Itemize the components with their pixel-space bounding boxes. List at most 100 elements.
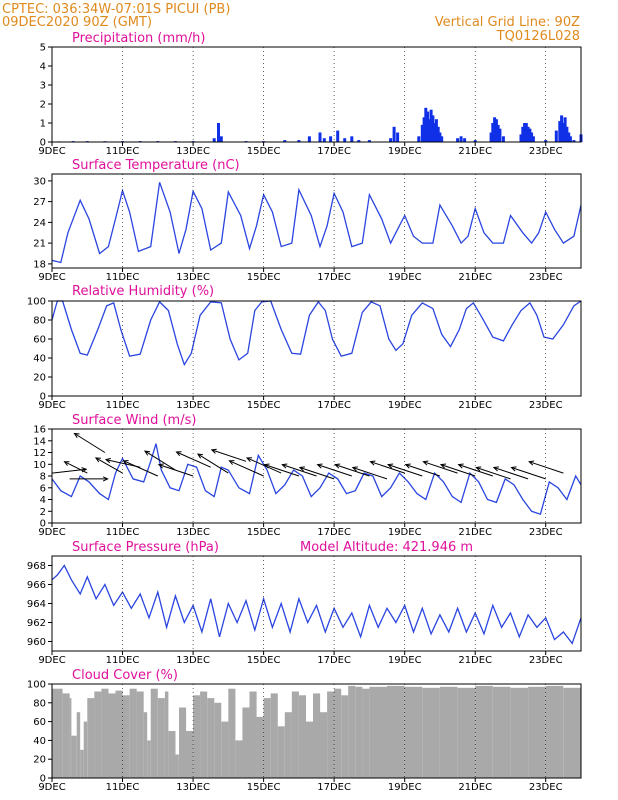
precipitation-title: Precipitation (mm/h) bbox=[72, 31, 205, 46]
wind-vector-head bbox=[510, 466, 517, 472]
cloud-cover-bar bbox=[168, 731, 176, 778]
precip-bar bbox=[318, 132, 322, 142]
cloud-cover-bar bbox=[457, 687, 476, 778]
x-tick-label: 11DEC bbox=[106, 400, 140, 411]
precip-bar bbox=[501, 136, 505, 142]
wind-vector bbox=[158, 464, 194, 477]
y-tick-label: 2 bbox=[40, 507, 46, 518]
x-tick-label: 15DEC bbox=[247, 146, 281, 157]
cloud-cover-bar bbox=[492, 686, 511, 778]
pressure-panel: Surface Pressure (hPa) Model Altitude: 4… bbox=[27, 540, 582, 666]
x-tick-label: 21DEC bbox=[458, 527, 492, 538]
cloud-cover-bar bbox=[83, 721, 88, 778]
humidity-panel: Relative Humidity (%) 0 20 40 60 80 100 9DEC 11… bbox=[27, 284, 582, 411]
cloud-cover-bar bbox=[327, 691, 335, 778]
wind-line bbox=[51, 443, 582, 516]
cloud-cover-bar bbox=[270, 693, 278, 778]
x-tick-label: 21DEC bbox=[458, 400, 492, 411]
x-tick-label: 17DEC bbox=[317, 782, 351, 793]
x-tick-label: 9DEC bbox=[38, 400, 65, 411]
y-tick-label: 20 bbox=[33, 755, 46, 766]
wind-vector-head bbox=[157, 463, 164, 469]
y-tick-label: 16 bbox=[33, 425, 46, 436]
cloud-cover-bar bbox=[348, 685, 356, 778]
y-tick-label: 6 bbox=[40, 483, 46, 494]
y-tick-label: 0 bbox=[40, 138, 46, 149]
rh-line bbox=[51, 300, 582, 367]
cloud-cover-bar bbox=[71, 735, 77, 778]
precip-bar bbox=[429, 109, 433, 142]
wind-vector-head bbox=[351, 466, 358, 472]
cloud-cover-bar bbox=[143, 712, 148, 778]
temperature-panel: Surface Temperature (nC) 18 21 24 27 30 9DEC 1… bbox=[33, 158, 582, 283]
precip-bar bbox=[561, 123, 565, 142]
precip-bar bbox=[431, 115, 435, 142]
x-tick-label: 19DEC bbox=[388, 527, 422, 538]
x-tick-label: 13DEC bbox=[176, 400, 210, 411]
x-tick-label: 11DEC bbox=[106, 655, 140, 666]
cloud-cover-bar bbox=[101, 688, 109, 778]
wind-vector bbox=[299, 467, 335, 480]
cloud-cover-bar bbox=[510, 687, 529, 778]
cloud-cover-bar bbox=[157, 698, 165, 778]
y-tick-label: 3 bbox=[40, 81, 46, 92]
wind-vector bbox=[423, 461, 458, 474]
wind-vector bbox=[282, 464, 317, 477]
header-init-time: 09DEC2020 90Z (GMT) bbox=[2, 15, 152, 30]
precip-bar bbox=[565, 126, 569, 142]
precip-bar bbox=[473, 140, 477, 142]
x-tick-label: 19DEC bbox=[388, 782, 422, 793]
x-tick-label: 23DEC bbox=[529, 782, 563, 793]
header-station: CPTEC: 036:34W-07:01S PICUI (PB) bbox=[2, 2, 230, 17]
precip-bar bbox=[217, 123, 220, 142]
x-tick-label: 13DEC bbox=[176, 782, 210, 793]
wind-vector-head bbox=[422, 460, 429, 466]
y-tick-label: 0 bbox=[40, 392, 46, 403]
wind-vector-head bbox=[245, 457, 253, 463]
x-tick-label: 11DEC bbox=[106, 527, 140, 538]
cloud-cover-bar bbox=[69, 698, 72, 778]
wind-vector bbox=[176, 451, 211, 468]
precip-bar bbox=[456, 138, 460, 142]
wind-vector-head bbox=[144, 450, 151, 456]
x-tick-label: 19DEC bbox=[388, 655, 422, 666]
wind-vector bbox=[511, 467, 546, 480]
wind-vector-head bbox=[122, 460, 129, 465]
wind-vector-head bbox=[263, 463, 270, 469]
wind-title: Surface Wind (m/s) bbox=[72, 413, 196, 428]
cloud-cover-bar bbox=[263, 698, 271, 778]
precip-bar bbox=[523, 123, 527, 142]
precip-bar bbox=[434, 119, 438, 142]
wind-vector bbox=[476, 467, 511, 480]
precip-bar bbox=[307, 136, 311, 142]
x-tick-label: 15DEC bbox=[247, 272, 281, 283]
wind-vector-head bbox=[298, 466, 305, 472]
cloud-cover-bar bbox=[76, 712, 81, 778]
wind-vector bbox=[458, 464, 493, 477]
y-tick-label: 80 bbox=[33, 698, 46, 709]
cloud-cover-bar bbox=[422, 687, 440, 778]
precip-bar bbox=[367, 140, 371, 142]
y-tick-label: 24 bbox=[33, 218, 46, 229]
y-tick-label: 964 bbox=[27, 599, 46, 610]
precip-bar bbox=[212, 138, 216, 142]
wind-vector bbox=[352, 467, 388, 480]
wind-vector bbox=[74, 433, 106, 453]
cloud-cover-bar bbox=[242, 707, 250, 778]
precip-bar bbox=[219, 136, 223, 142]
y-tick-label: 30 bbox=[33, 176, 46, 187]
y-tick-label: 8 bbox=[40, 472, 46, 483]
x-tick-label: 17DEC bbox=[317, 400, 351, 411]
wind-vector-head bbox=[334, 463, 341, 469]
cloud-cover-bar bbox=[122, 695, 130, 778]
y-tick-label: 27 bbox=[33, 197, 46, 208]
cloud-cover-bar bbox=[369, 686, 387, 778]
cloud-cover-title: Cloud Cover (%) bbox=[72, 668, 178, 683]
wind-vector-head bbox=[281, 463, 288, 469]
y-tick-label: 21 bbox=[33, 239, 46, 250]
cloud-cover-bar bbox=[62, 693, 70, 778]
cloud-cover-bar bbox=[439, 686, 458, 778]
x-tick-label: 23DEC bbox=[529, 272, 563, 283]
x-tick-label: 17DEC bbox=[317, 272, 351, 283]
cloud-cover-bar bbox=[214, 702, 222, 778]
